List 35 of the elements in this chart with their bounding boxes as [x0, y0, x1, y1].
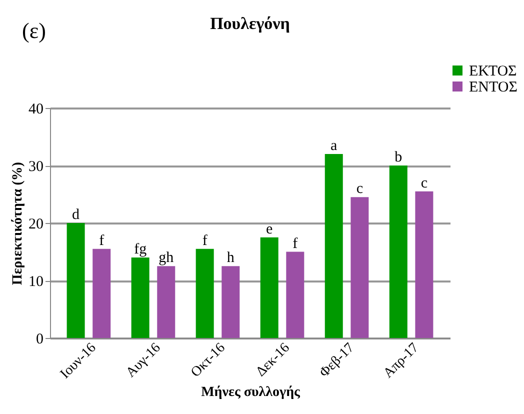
bar — [389, 166, 408, 338]
bar — [196, 248, 214, 338]
y-axis-title: Περιεκτικότητα (%) — [10, 162, 26, 286]
data-label: gh — [158, 250, 174, 266]
y-tick-label: 30 — [28, 159, 44, 175]
data-label: b — [394, 150, 402, 166]
bar — [131, 258, 150, 338]
data-label: c — [356, 181, 364, 198]
bar — [260, 237, 278, 338]
data-label: f — [292, 236, 298, 252]
data-label: f — [99, 232, 104, 249]
bar — [66, 223, 85, 338]
bar — [350, 197, 369, 338]
bar — [415, 191, 434, 338]
y-tick-label: 20 — [28, 216, 44, 232]
data-label: f — [202, 232, 208, 249]
y-tick-label: 0 — [36, 332, 44, 348]
legend-label: ΕΚΤΟΣ — [469, 64, 517, 80]
data-label: h — [226, 250, 235, 266]
legend-label: ΕΝΤΟΣ — [469, 80, 518, 96]
data-label: d — [72, 207, 80, 223]
text: (ε) — [22, 18, 46, 44]
data-label: c — [420, 175, 428, 192]
data-label: e — [266, 221, 274, 238]
x-axis-title: Μήνες συλλογής — [201, 385, 302, 400]
bar — [222, 266, 240, 338]
y-tick-label: 40 — [28, 102, 44, 118]
bar — [92, 248, 111, 338]
y-tick-label: 10 — [28, 274, 44, 290]
bar — [324, 154, 343, 338]
data-label: a — [330, 138, 338, 154]
bar — [286, 252, 304, 338]
chart-title: Πουλεγόνη — [210, 14, 290, 33]
bar — [157, 266, 176, 338]
data-label: fg — [134, 242, 148, 258]
